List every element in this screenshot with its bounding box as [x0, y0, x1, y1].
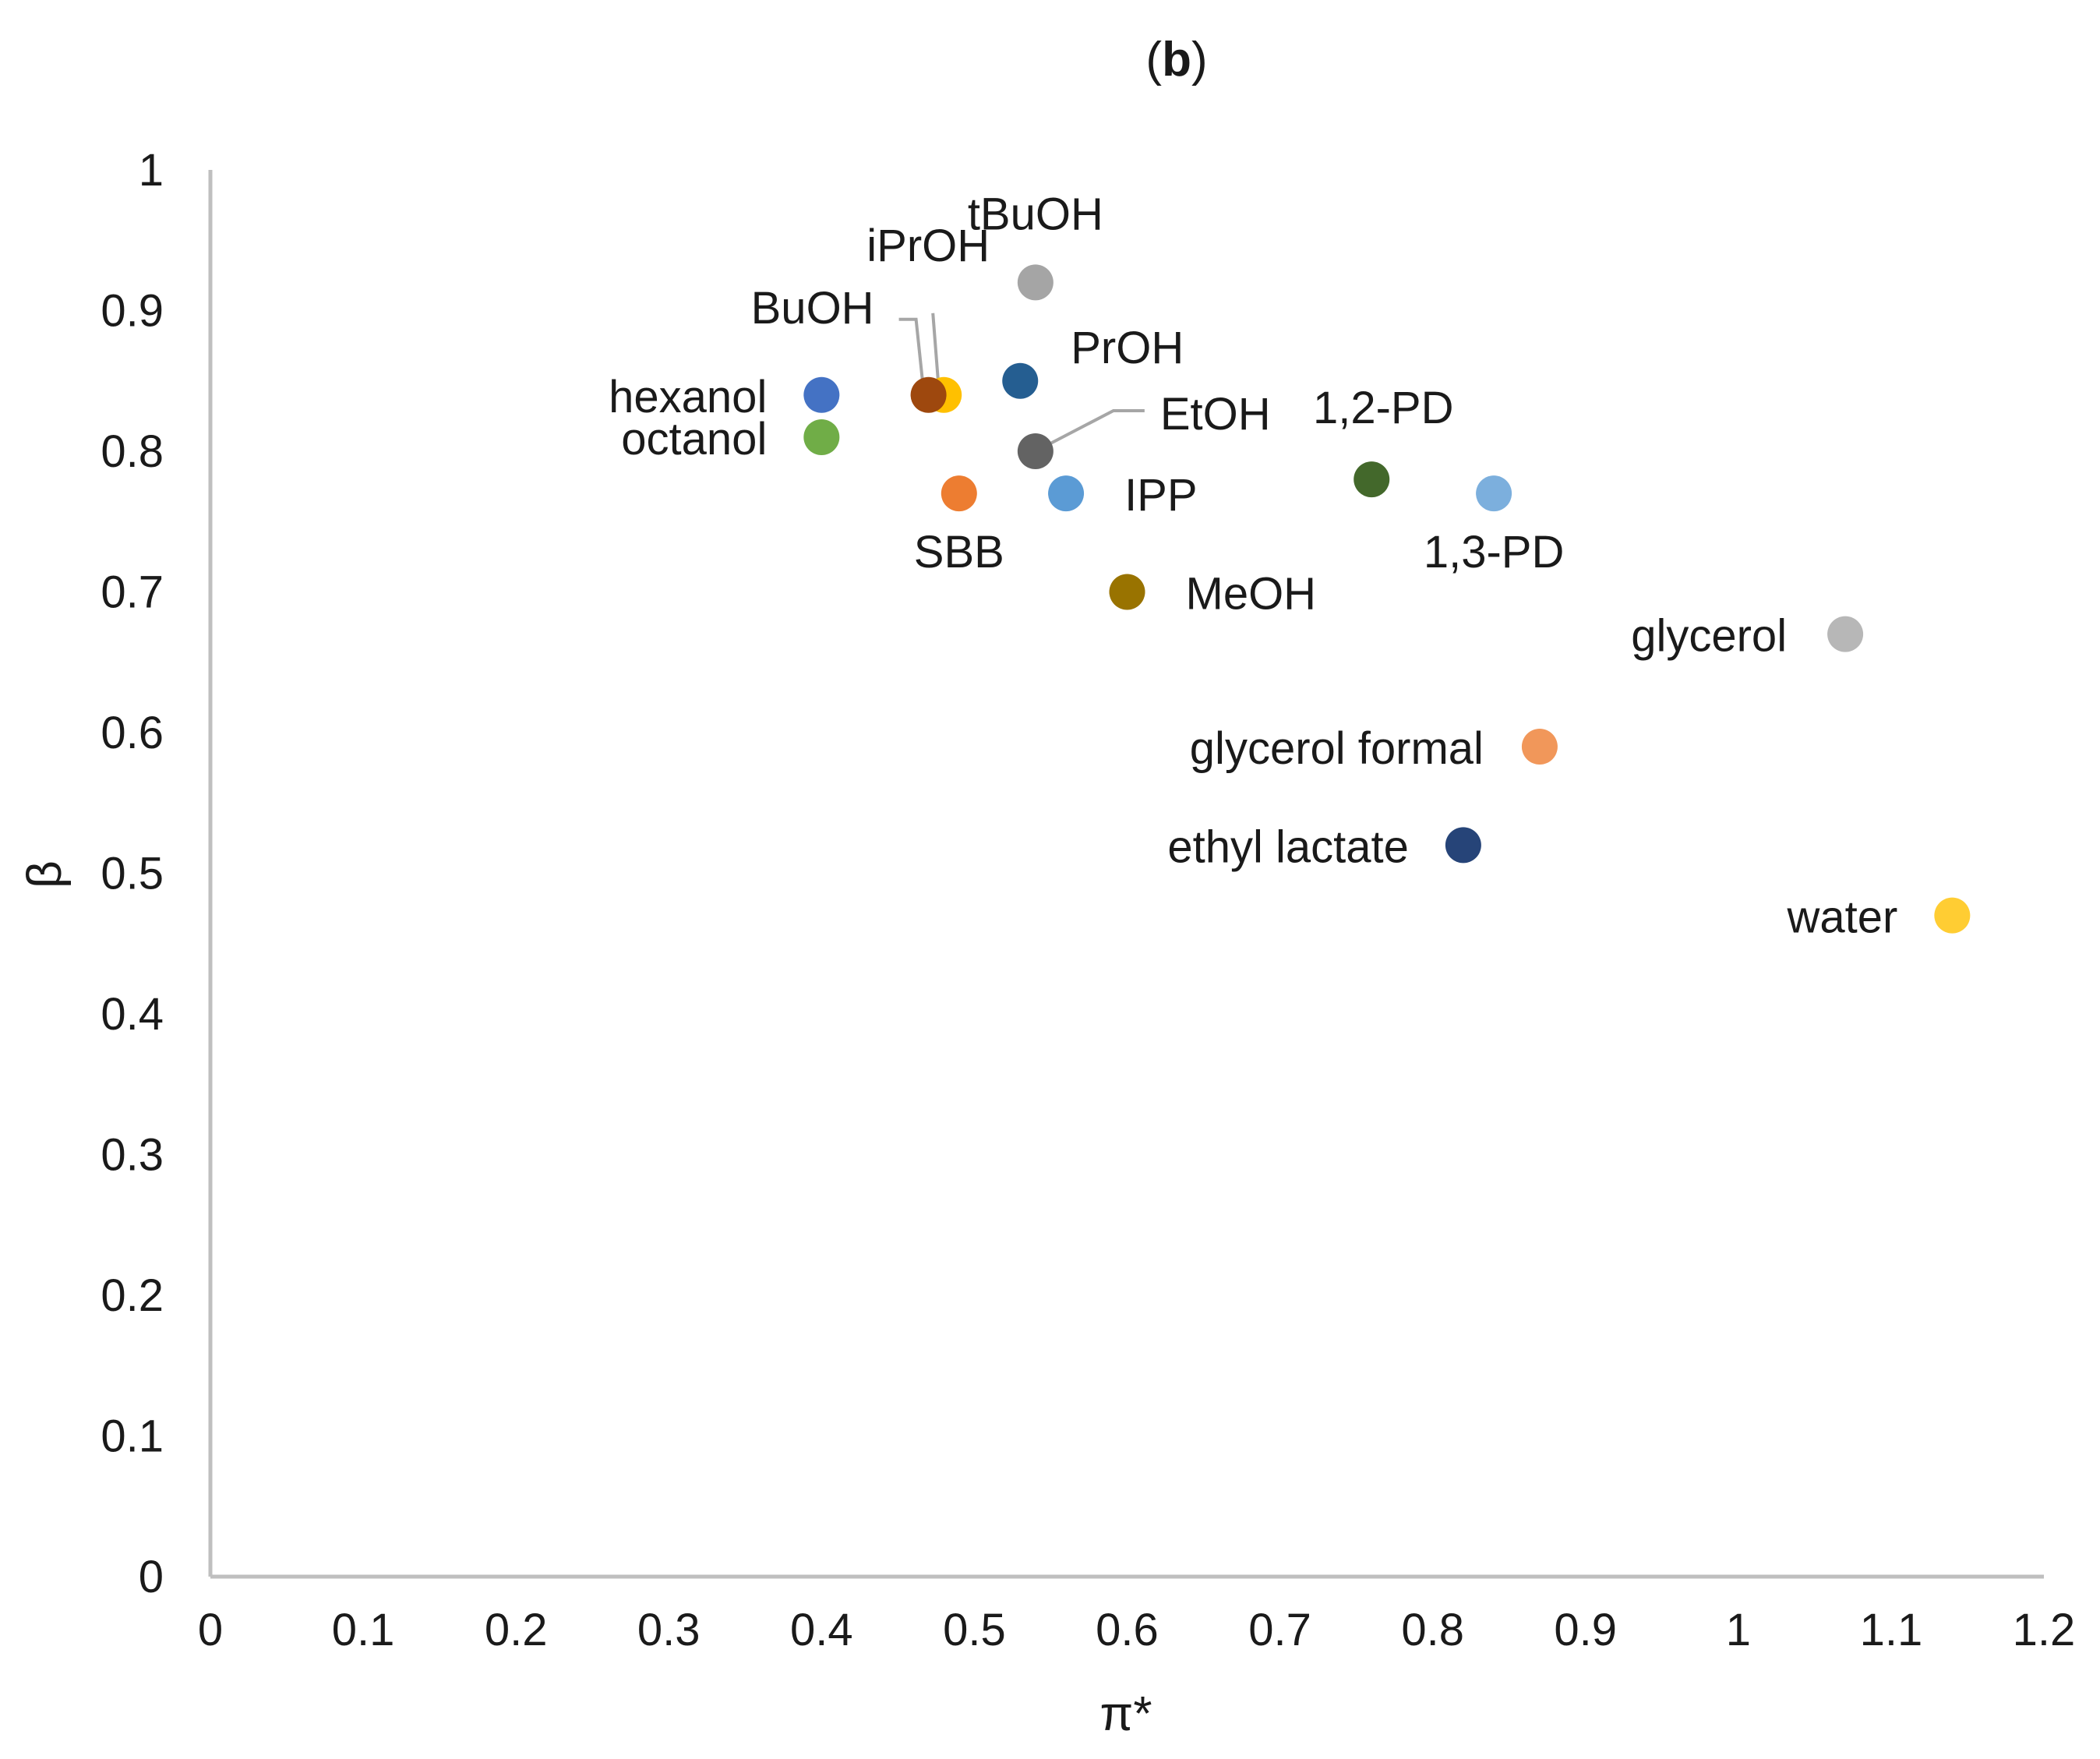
point-glycerol: [1827, 616, 1864, 652]
x-tick-label: 0.6: [1096, 1605, 1159, 1655]
y-tick-label: 0.4: [101, 989, 164, 1040]
point-meoh: [1109, 574, 1145, 610]
label-tbuoh: tBuOH: [968, 189, 1103, 239]
point-tbuoh: [1017, 264, 1054, 301]
label-iproh: iPrOH: [866, 221, 990, 271]
y-tick-label: 1: [139, 145, 164, 196]
x-tick-label: 0.5: [943, 1605, 1006, 1655]
chart-title: (b): [1145, 33, 1207, 87]
label-water: water: [1787, 892, 1898, 943]
data-labels: tBuOH hexanol iPrOH BuOH PrOH octanol EtOH SBB I…: [609, 189, 1897, 942]
y-tick-label: 0.6: [101, 708, 164, 758]
label-octanol: octanol: [621, 414, 767, 464]
label-glycerol: glycerol: [1631, 611, 1787, 662]
x-tick-label: 0: [198, 1605, 223, 1655]
point-ipp: [1048, 475, 1085, 512]
x-tick-label: 0.4: [790, 1605, 853, 1655]
x-axis-title: π*: [1100, 1687, 1152, 1741]
point-glycerol-formal: [1521, 729, 1558, 765]
x-tick-label: 0.2: [485, 1605, 548, 1655]
y-tick-label: 0.2: [101, 1270, 164, 1321]
label-ipp: IPP: [1124, 470, 1198, 521]
label-buoh: BuOH: [751, 283, 874, 334]
y-tick-label: 0.9: [101, 286, 164, 337]
point-proh: [1002, 362, 1039, 399]
label-proh: PrOH: [1071, 323, 1184, 373]
x-tick-label: 0.1: [332, 1605, 395, 1655]
x-tick-label: 1: [1726, 1605, 1751, 1655]
y-tick-label: 0.5: [101, 849, 164, 899]
leader-line-etoh: [1034, 409, 1145, 453]
x-tick-label: 1.2: [2013, 1605, 2076, 1655]
point-buoh: [910, 376, 947, 413]
x-tick-label: 1.1: [1860, 1605, 1923, 1655]
y-tick-label: 0: [139, 1552, 164, 1602]
x-tick-label: 0.9: [1554, 1605, 1617, 1655]
label-meoh: MeOH: [1186, 569, 1317, 620]
x-tick-label: 0.8: [1401, 1605, 1464, 1655]
label-ethyl-lactate: ethyl lactate: [1167, 821, 1409, 872]
label-1-3-pd: 1,3-PD: [1424, 527, 1565, 578]
label-1-2-pd: 1,2-PD: [1313, 383, 1454, 433]
data-points: [803, 264, 1971, 934]
axes: [208, 170, 2044, 1579]
label-glycerol-formal: glycerol formal: [1190, 723, 1484, 774]
label-hexanol: hexanol: [609, 372, 767, 422]
point-ethyl-lactate: [1445, 827, 1481, 864]
point-etoh: [1017, 433, 1054, 469]
point-water: [1934, 897, 1971, 934]
y-tick-label: 0.8: [101, 426, 164, 477]
point-octanol: [803, 419, 840, 455]
point-hexanol: [803, 376, 840, 413]
y-tick-label: 0.1: [101, 1411, 164, 1462]
tick-labels: 0 0.1 0.2 0.3 0.4 0.5 0.6 0.7 0.8 0.9 1 1.1 1.2 0 0.1 0…: [101, 145, 2075, 1655]
x-tick-label: 0.3: [637, 1605, 701, 1655]
label-sbb: SBB: [914, 527, 1004, 578]
y-tick-label: 0.3: [101, 1130, 164, 1181]
y-tick-label: 0.7: [101, 567, 164, 618]
point-1-2-pd: [1354, 461, 1390, 498]
label-etoh: EtOH: [1160, 389, 1271, 440]
point-1-3-pd: [1476, 475, 1512, 512]
leader-line-buoh: [898, 317, 926, 394]
x-tick-label: 0.7: [1248, 1605, 1311, 1655]
y-axis-title: β: [18, 860, 72, 888]
point-sbb: [941, 475, 977, 512]
